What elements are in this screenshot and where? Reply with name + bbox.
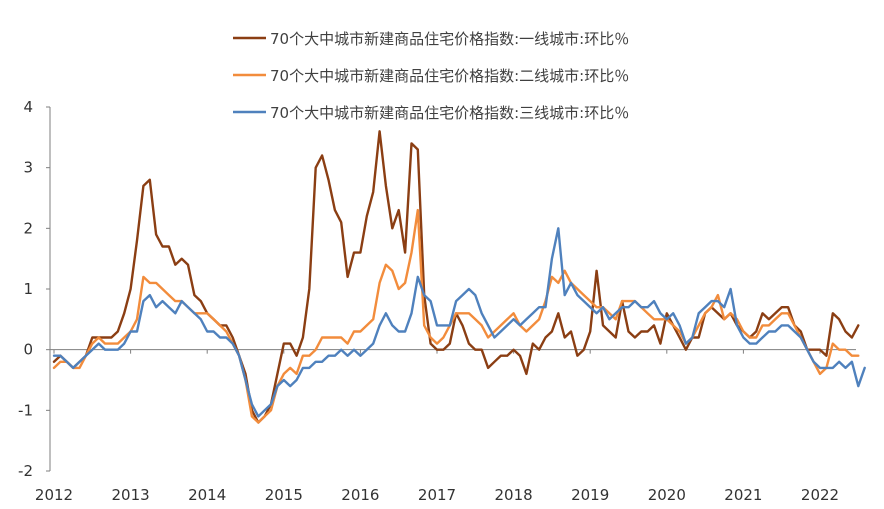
x-tick-label: 2021 — [724, 486, 762, 504]
x-tick-label: 2012 — [35, 486, 73, 504]
x-tick-label: 2015 — [265, 486, 303, 504]
legend-item-2: 70个大中城市新建商品住宅价格指数:二线城市:环比％ — [233, 67, 629, 85]
series-line-3 — [52, 227, 866, 418]
x-tick-label: 2013 — [112, 486, 150, 504]
legend-item-3: 70个大中城市新建商品住宅价格指数:三线城市:环比％ — [233, 104, 629, 122]
series-layer — [52, 130, 866, 424]
x-tick-label: 2014 — [188, 486, 226, 504]
y-tick-label: -1 — [18, 401, 33, 419]
legend-label: 70个大中城市新建商品住宅价格指数:一线城市:环比％ — [270, 30, 629, 48]
y-tick-label: 2 — [23, 219, 33, 237]
x-tick-label: 2016 — [341, 486, 379, 504]
series-line-1 — [52, 130, 860, 424]
x-tick-label: 2017 — [418, 486, 456, 504]
x-tick-label: 2022 — [801, 486, 839, 504]
y-tick-label: -2 — [18, 462, 33, 480]
y-tick-label: 0 — [23, 341, 33, 359]
legend-item-1: 70个大中城市新建商品住宅价格指数:一线城市:环比％ — [233, 30, 629, 48]
x-tick-label: 2019 — [571, 486, 609, 504]
legend-label: 70个大中城市新建商品住宅价格指数:三线城市:环比％ — [270, 104, 629, 122]
y-tick-label: 1 — [23, 280, 33, 298]
legend-label: 70个大中城市新建商品住宅价格指数:二线城市:环比％ — [270, 67, 629, 85]
y-tick-label: 3 — [23, 159, 33, 177]
x-tick-label: 2018 — [495, 486, 533, 504]
legend: 70个大中城市新建商品住宅价格指数:一线城市:环比％ 70个大中城市新建商品住宅价… — [233, 30, 629, 122]
y-tick-label: 4 — [23, 98, 33, 116]
x-tick-label: 2020 — [648, 486, 686, 504]
